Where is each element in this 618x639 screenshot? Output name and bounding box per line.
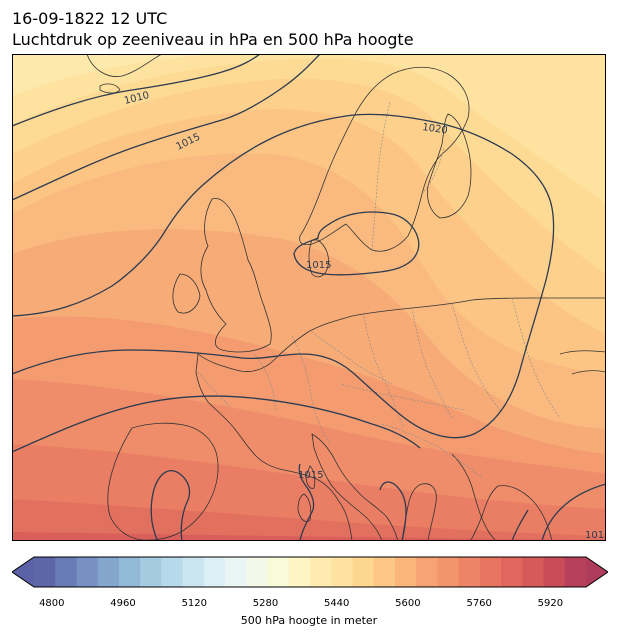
colorbar-tick-label: 5440: [323, 598, 350, 609]
colorbar-segment: [373, 557, 396, 587]
map-frame: [12, 54, 606, 541]
colorbar-segment: [437, 557, 460, 587]
colorbar-segment: [55, 557, 77, 587]
isobars: [12, 54, 606, 541]
colorbar-segment: [501, 557, 523, 587]
colorbar-tick-label: 5920: [537, 598, 564, 609]
colorbar-segment: [331, 557, 353, 587]
colorbar-segment: [34, 557, 56, 587]
colorbar-segment: [140, 557, 162, 587]
colorbar-segment: [288, 557, 311, 587]
colorbar-segment: [182, 557, 205, 587]
colorbar-segment: [522, 557, 544, 587]
colorbar-segment: [225, 557, 247, 587]
colorbar-segment: [161, 557, 184, 587]
map-title-date: 16-09-1822 12 UTC: [12, 9, 168, 28]
colorbar-segment: [97, 557, 120, 587]
isobar-label-1020: 1020: [422, 122, 449, 136]
colorbar-segment: [543, 557, 566, 587]
map-title-description: Luchtdruk op zeeniveau in hPa en 500 hPa…: [12, 30, 414, 49]
colorbar-segment: [76, 557, 99, 587]
colorbar-tick-label: 5120: [181, 598, 208, 609]
isobar-label-1015-east: 1015: [585, 530, 606, 541]
colorbar-extend-high: [586, 557, 608, 587]
country-borders: [197, 101, 561, 479]
isobar-labels: 1010 1015 1020 1015 1015 1015: [123, 90, 606, 541]
colorbar-segment: [394, 557, 417, 587]
colorbar-segment: [416, 557, 438, 587]
colorbar-segment: [310, 557, 332, 587]
colorbar-segment: [479, 557, 502, 587]
colorbar-segment: [203, 557, 226, 587]
colorbar-segment: [267, 557, 290, 587]
colorbar-segment: [246, 557, 268, 587]
colorbar-tick-label: 5600: [395, 598, 421, 609]
colorbar-tick-label: 5280: [252, 598, 279, 609]
colorbar-segment: [118, 557, 141, 587]
colorbar-segment: [352, 557, 375, 587]
weather-map: 1010 1015 1020 1015 1015 1015: [12, 54, 606, 541]
colorbar-label: 500 hPa hoogte in meter: [240, 614, 378, 627]
isobar-label-1015-denmark: 1015: [306, 260, 331, 271]
height-bands: [12, 54, 606, 541]
isobar-label-1015-corsica: 1015: [298, 470, 323, 481]
colorbar-tick-label: 5760: [466, 598, 492, 609]
coastlines: [86, 54, 606, 541]
colorbar: [12, 556, 608, 588]
colorbar-tick-label: 4800: [39, 598, 65, 609]
colorbar-extend-low: [12, 557, 34, 587]
colorbar-segment: [564, 557, 587, 587]
colorbar-tick-label: 4960: [110, 598, 136, 609]
colorbar-segment: [458, 557, 481, 587]
